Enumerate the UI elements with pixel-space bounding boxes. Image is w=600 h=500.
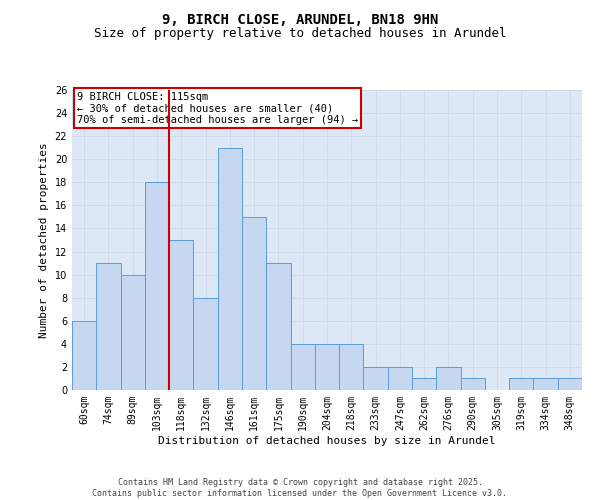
X-axis label: Distribution of detached houses by size in Arundel: Distribution of detached houses by size … bbox=[158, 436, 496, 446]
Bar bbox=[266, 263, 290, 390]
Bar bbox=[169, 240, 193, 390]
Bar bbox=[388, 367, 412, 390]
Bar bbox=[412, 378, 436, 390]
Bar bbox=[218, 148, 242, 390]
Text: 9 BIRCH CLOSE: 115sqm
← 30% of detached houses are smaller (40)
70% of semi-deta: 9 BIRCH CLOSE: 115sqm ← 30% of detached … bbox=[77, 92, 358, 124]
Bar bbox=[290, 344, 315, 390]
Text: Size of property relative to detached houses in Arundel: Size of property relative to detached ho… bbox=[94, 28, 506, 40]
Text: Contains HM Land Registry data © Crown copyright and database right 2025.
Contai: Contains HM Land Registry data © Crown c… bbox=[92, 478, 508, 498]
Bar bbox=[193, 298, 218, 390]
Bar bbox=[339, 344, 364, 390]
Bar bbox=[436, 367, 461, 390]
Bar bbox=[72, 321, 96, 390]
Bar bbox=[558, 378, 582, 390]
Y-axis label: Number of detached properties: Number of detached properties bbox=[39, 142, 49, 338]
Bar bbox=[315, 344, 339, 390]
Bar bbox=[364, 367, 388, 390]
Bar bbox=[533, 378, 558, 390]
Bar bbox=[461, 378, 485, 390]
Bar bbox=[509, 378, 533, 390]
Bar bbox=[121, 274, 145, 390]
Text: 9, BIRCH CLOSE, ARUNDEL, BN18 9HN: 9, BIRCH CLOSE, ARUNDEL, BN18 9HN bbox=[162, 12, 438, 26]
Bar bbox=[242, 217, 266, 390]
Bar bbox=[96, 263, 121, 390]
Bar bbox=[145, 182, 169, 390]
